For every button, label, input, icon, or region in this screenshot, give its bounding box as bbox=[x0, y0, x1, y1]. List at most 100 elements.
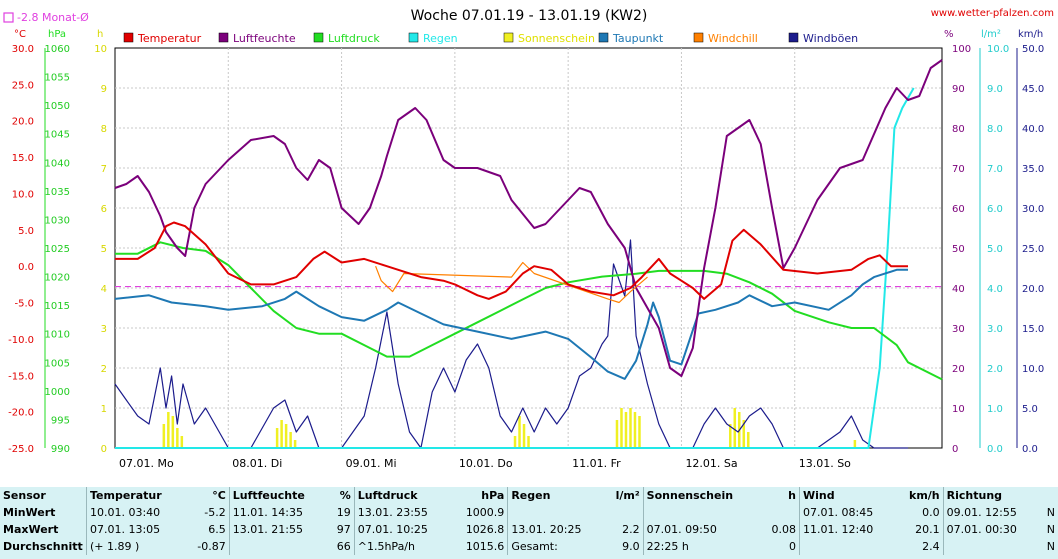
grid-lines bbox=[115, 48, 942, 448]
humidity-tick-label: 10 bbox=[952, 404, 965, 415]
legend-label: Luftfeuchte bbox=[233, 32, 296, 45]
axis-labels: 07.01. Mo 08.01. Di 09.01. Mi 10.01. Do 11.0… bbox=[8, 44, 1044, 470]
temperature-tick-label: 25.0 bbox=[12, 80, 34, 91]
wind-tick-label: 50.0 bbox=[1022, 44, 1044, 55]
weather-chart: 07.01. Mo 08.01. Di 09.01. Mi 10.01. Do 11.0… bbox=[3, 8, 1054, 470]
sunshine-tick-label: 2 bbox=[101, 364, 107, 375]
cell: 07.01. 08:45 bbox=[799, 504, 897, 521]
stats-row-min: MinWert 10.01. 03:40 -5.2 11.01. 14:35 1… bbox=[0, 504, 1058, 521]
sunshine-bar bbox=[522, 424, 526, 448]
humidity-tick-label: 40 bbox=[952, 284, 965, 295]
cell: 07.01. 00:30 bbox=[942, 521, 1040, 538]
wind-tick-label: 40.0 bbox=[1022, 124, 1044, 135]
humidity-tick-label: 100 bbox=[952, 44, 971, 55]
x-tick-label: 11.01. Fr bbox=[572, 457, 621, 470]
sunshine-bar bbox=[176, 428, 179, 448]
sunshine-tick-label: 1 bbox=[101, 404, 107, 415]
row-label: MinWert bbox=[3, 506, 56, 519]
sunshine-bar bbox=[620, 408, 623, 448]
sunshine-bar bbox=[293, 440, 297, 448]
sunshine-tick-label: 4 bbox=[101, 284, 107, 295]
sunshine-bar bbox=[162, 424, 166, 448]
hdr-temperatur: Temperatur bbox=[86, 487, 186, 504]
cell: 20.1 bbox=[915, 523, 940, 536]
cell: 1026.8 bbox=[465, 523, 505, 536]
series-line-temperatur bbox=[115, 221, 908, 300]
statistics-panel: Sensor Temperatur °C Luftfeuchte % Luftd… bbox=[0, 487, 1058, 559]
sunshine-bar bbox=[629, 408, 632, 448]
chart-title: Woche 07.01.19 - 13.01.19 (KW2) bbox=[411, 8, 648, 24]
sunshine-bar bbox=[171, 416, 175, 448]
sunshine-bar bbox=[280, 420, 283, 448]
sunshine-bar bbox=[518, 416, 521, 448]
pressure-tick-label: 1030 bbox=[45, 215, 70, 226]
sunshine-bar bbox=[527, 436, 530, 448]
pressure-tick-label: 1045 bbox=[45, 130, 70, 141]
sunshine-bar bbox=[747, 432, 750, 448]
temperature-tick-label: 0.0 bbox=[18, 262, 34, 273]
hdr-luftfeuchte: Luftfeuchte bbox=[228, 487, 329, 504]
pressure-tick-label: 1010 bbox=[45, 330, 70, 341]
cell: 97 bbox=[336, 523, 351, 536]
sunshine-tick-label: 6 bbox=[101, 204, 107, 215]
hdr-regen: Regen bbox=[507, 487, 605, 504]
cell: N bbox=[1046, 540, 1055, 553]
wind-tick-label: 15.0 bbox=[1022, 324, 1044, 335]
wind-tick-label: 0.0 bbox=[1022, 444, 1038, 455]
cell: N bbox=[1046, 523, 1055, 536]
rain-tick-label: 6.0 bbox=[987, 204, 1003, 215]
cell: 22:25 h bbox=[642, 538, 761, 555]
cell: 19 bbox=[336, 506, 351, 519]
temperature-tick-label: -20.0 bbox=[8, 408, 34, 419]
legend: Temperatur Luftfeuchte Luftdruck Regen Sonne… bbox=[123, 32, 858, 45]
rain-tick-label: 8.0 bbox=[987, 124, 1003, 135]
cell: 0.0 bbox=[922, 506, 940, 519]
cell: 10.01. 03:40 bbox=[86, 504, 186, 521]
cell bbox=[642, 504, 761, 521]
humidity-unit: % bbox=[944, 29, 954, 40]
pressure-tick-label: 1035 bbox=[45, 187, 70, 198]
sunshine-tick-label: 10 bbox=[94, 44, 107, 55]
cell: 2.4 bbox=[922, 540, 940, 553]
humidity-tick-label: 70 bbox=[952, 164, 965, 175]
legend-label: Windchill bbox=[708, 32, 758, 45]
hdr-luftfeuchte-unit: % bbox=[339, 489, 351, 502]
sunshine-bar bbox=[733, 408, 737, 448]
sunshine-bar bbox=[180, 436, 184, 448]
temperature-tick-label: 20.0 bbox=[12, 117, 34, 128]
site-url[interactable]: www.wetter-pfalzen.com bbox=[931, 8, 1054, 19]
temperature-unit: °C bbox=[14, 29, 26, 40]
legend-label: Regen bbox=[423, 32, 458, 45]
sunshine-bar bbox=[853, 440, 857, 448]
x-tick-label: 13.01. So bbox=[799, 457, 851, 470]
temperature-tick-label: 30.0 bbox=[12, 44, 34, 55]
cell: 07.01. 13:05 bbox=[86, 521, 186, 538]
cell: 13.01. 23:55 bbox=[353, 504, 452, 521]
temperature-tick-label: -10.0 bbox=[8, 335, 34, 346]
sunshine-bar bbox=[638, 416, 641, 448]
cell: 0 bbox=[789, 540, 797, 553]
legend-swatch bbox=[503, 32, 514, 43]
cell: 2.2 bbox=[622, 523, 640, 536]
sunshine-bar bbox=[284, 424, 288, 448]
cell: 11.01. 14:35 bbox=[228, 504, 329, 521]
pressure-tick-label: 995 bbox=[51, 415, 70, 426]
humidity-tick-label: 50 bbox=[952, 244, 965, 255]
cell: 1015.6 bbox=[465, 540, 505, 553]
cell: Gesamt: bbox=[507, 538, 605, 555]
rain-tick-label: 7.0 bbox=[987, 164, 1003, 175]
sunshine-unit: h bbox=[97, 29, 103, 40]
legend-label: Windböen bbox=[803, 32, 858, 45]
cell: ^1.5hPa/h bbox=[353, 538, 452, 555]
legend-swatch bbox=[123, 32, 134, 43]
wind-tick-label: 35.0 bbox=[1022, 164, 1044, 175]
cell: 9.0 bbox=[622, 540, 640, 553]
sunshine-bar bbox=[513, 436, 517, 448]
legend-swatch bbox=[693, 32, 704, 43]
cell: 11.01. 12:40 bbox=[799, 521, 897, 538]
sunshine-bars bbox=[162, 408, 857, 448]
hdr-sensor: Sensor bbox=[3, 489, 46, 502]
sunshine-bar bbox=[729, 424, 732, 448]
monthly-avg-label: -2.8 Monat-Ø bbox=[17, 11, 89, 24]
wind-tick-label: 30.0 bbox=[1022, 204, 1044, 215]
